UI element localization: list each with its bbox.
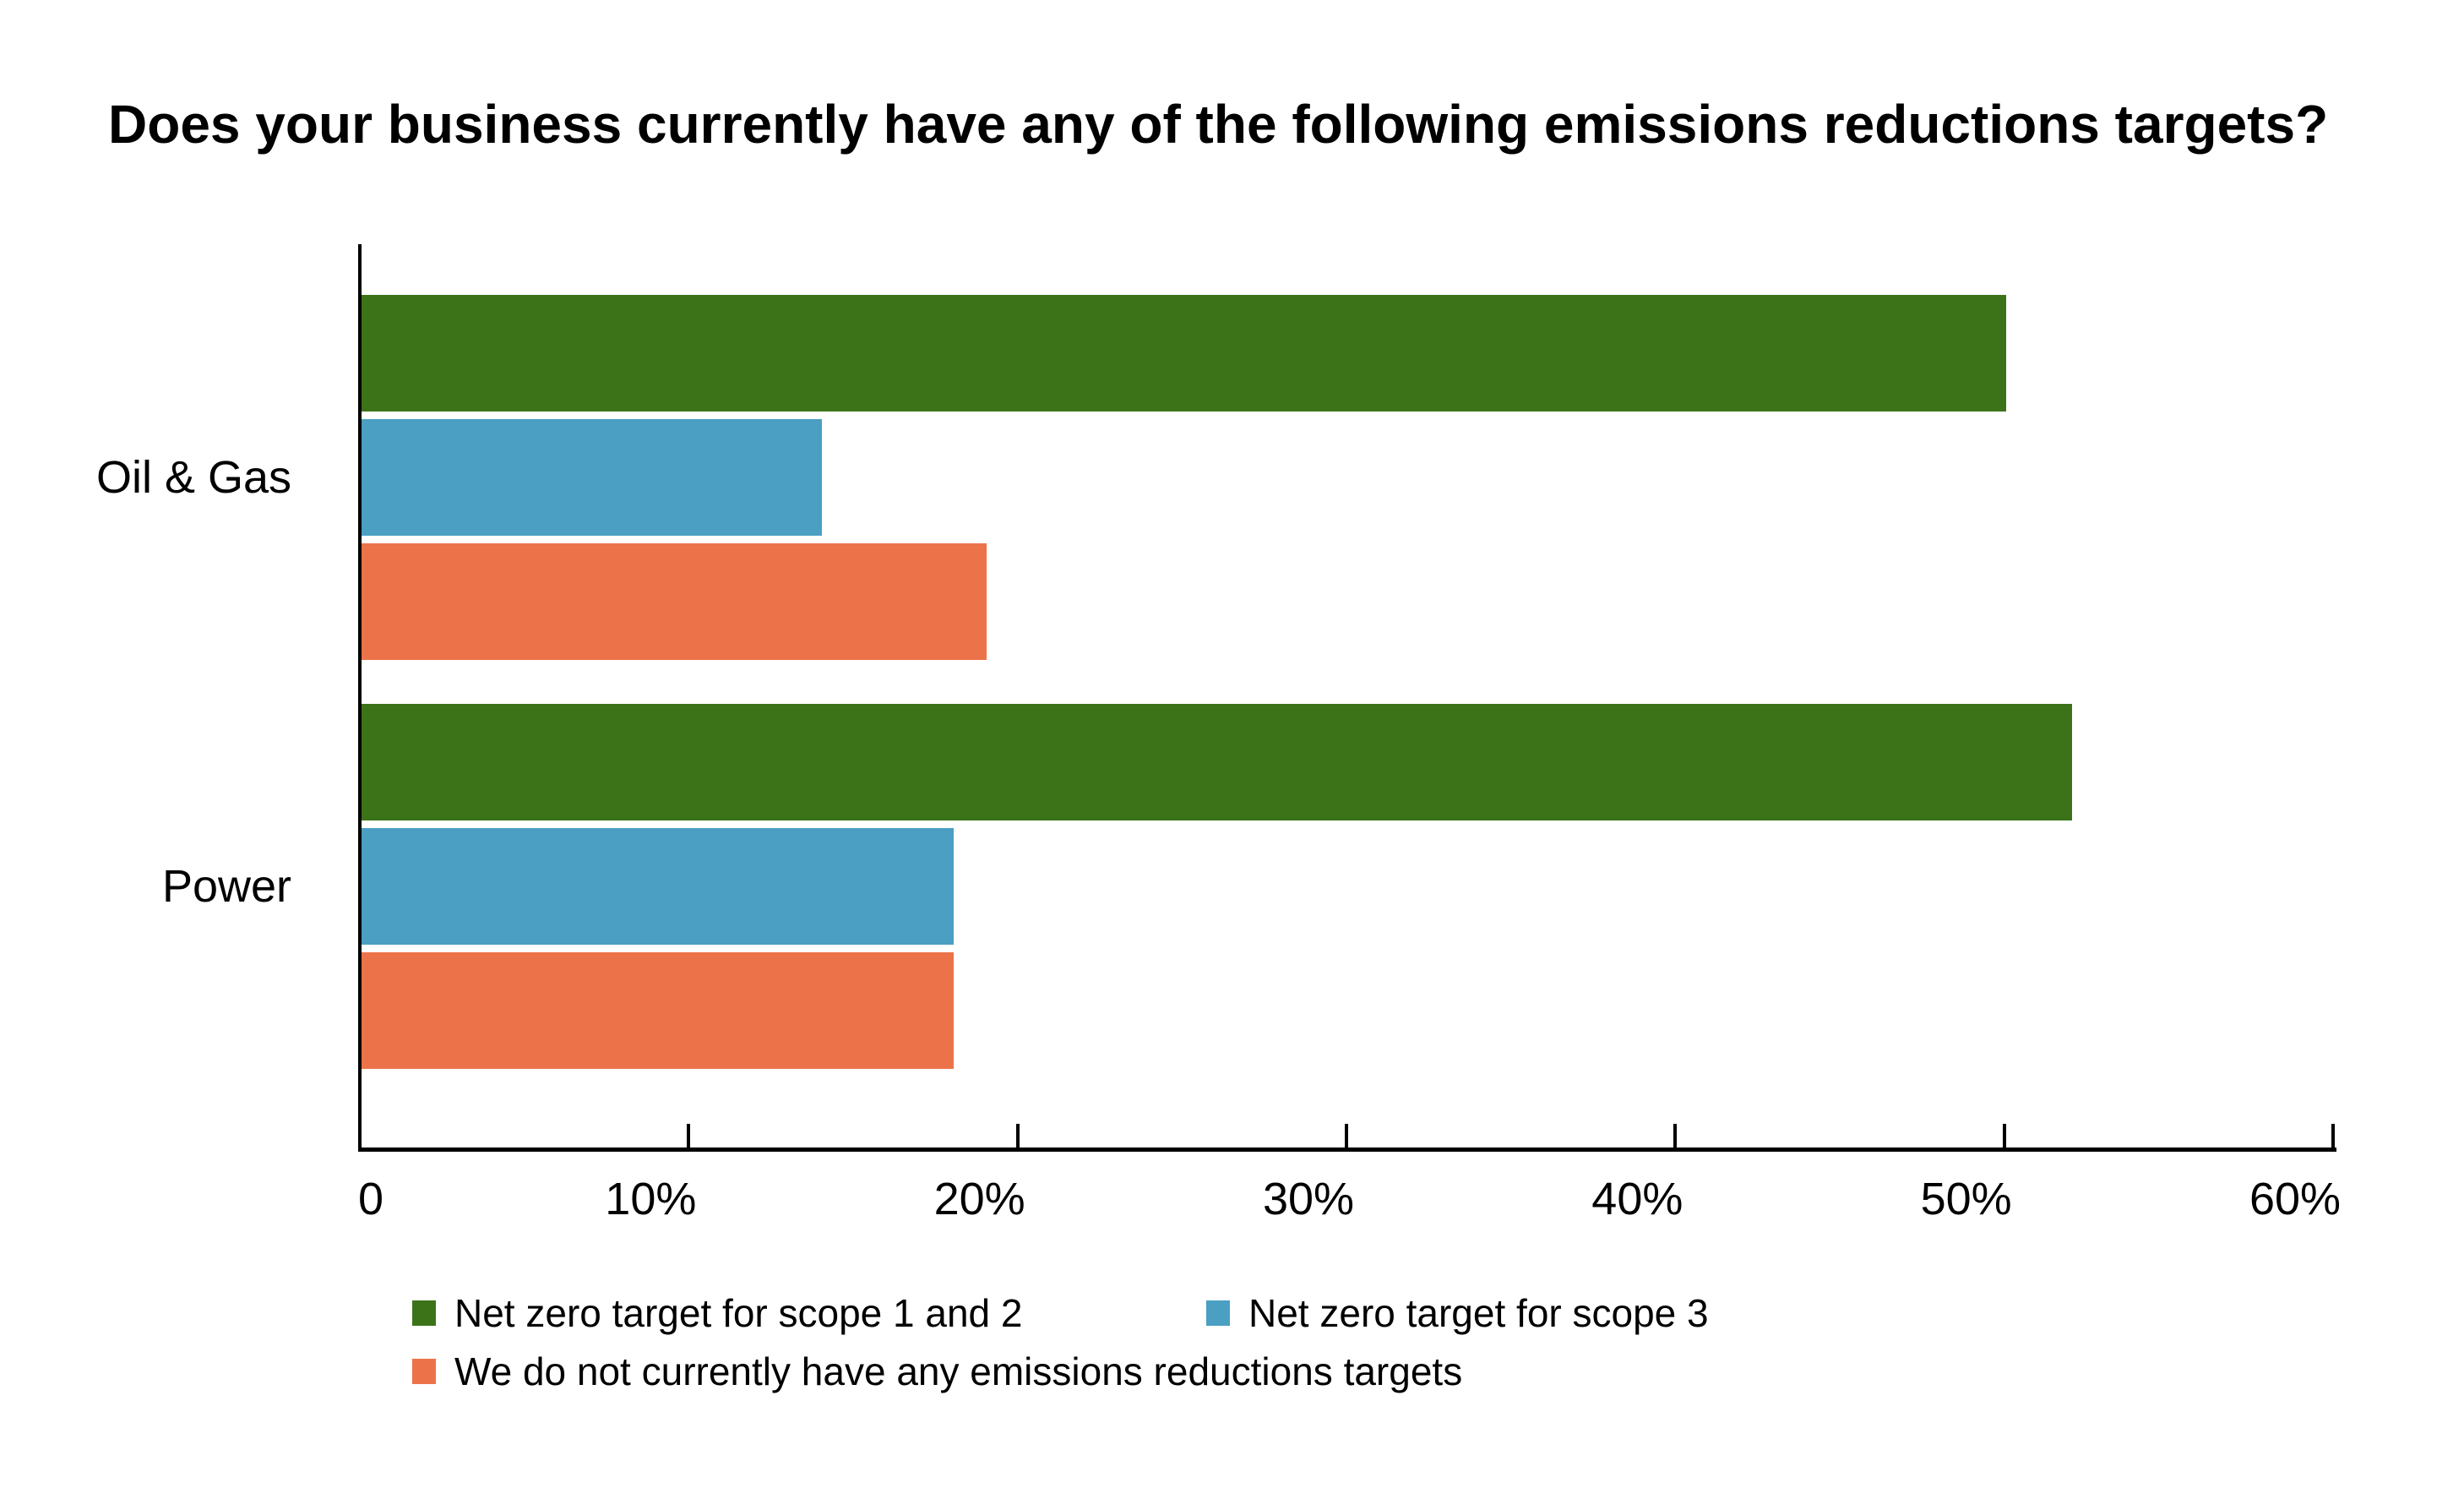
x-axis-tick-label: 50% [1920, 1174, 2012, 1224]
x-axis-tick [687, 1124, 691, 1147]
x-axis-line [358, 1147, 2336, 1152]
chart-title: Does your business currently have any of… [108, 94, 2329, 155]
x-axis-tick-label: 10% [605, 1174, 697, 1224]
x-axis-tick [1345, 1124, 1348, 1147]
x-axis-tick-label: 20% [933, 1174, 1025, 1224]
x-axis-tick-label: 0 [357, 1174, 384, 1224]
legend-item-no-targets: We do not currently have any emissions r… [412, 1349, 1463, 1393]
bar [362, 295, 2006, 412]
x-axis-tick [1015, 1124, 1020, 1147]
legend-label: We do not currently have any emissions r… [454, 1349, 1463, 1393]
bar [362, 419, 822, 536]
category-label: Power [161, 861, 291, 912]
x-axis-tick-label: 40% [1591, 1174, 1683, 1224]
bar [362, 952, 954, 1069]
plot-area [358, 244, 2336, 1152]
legend-label: Net zero target for scope 3 [1248, 1291, 1709, 1335]
x-axis-tick-label: 60% [2249, 1174, 2342, 1224]
legend-label: Net zero target for scope 1 and 2 [454, 1291, 1023, 1335]
legend-item-scope-3: Net zero target for scope 3 [1206, 1291, 1709, 1335]
x-axis-tick-label: 30% [1262, 1174, 1355, 1224]
x-axis-tick [2002, 1124, 2006, 1147]
category-label: Oil & Gas [95, 452, 291, 503]
bar [362, 704, 2072, 820]
x-axis-tick [1673, 1124, 1678, 1147]
legend-swatch-green [412, 1300, 436, 1326]
y-axis-line [358, 244, 362, 1152]
x-axis-tick [2331, 1124, 2335, 1147]
legend-item-scope-1-and-2: Net zero target for scope 1 and 2 [412, 1291, 1023, 1335]
bar [362, 543, 987, 660]
legend-swatch-blue [1206, 1300, 1230, 1326]
bar [362, 828, 954, 945]
legend-swatch-orange [412, 1359, 436, 1384]
